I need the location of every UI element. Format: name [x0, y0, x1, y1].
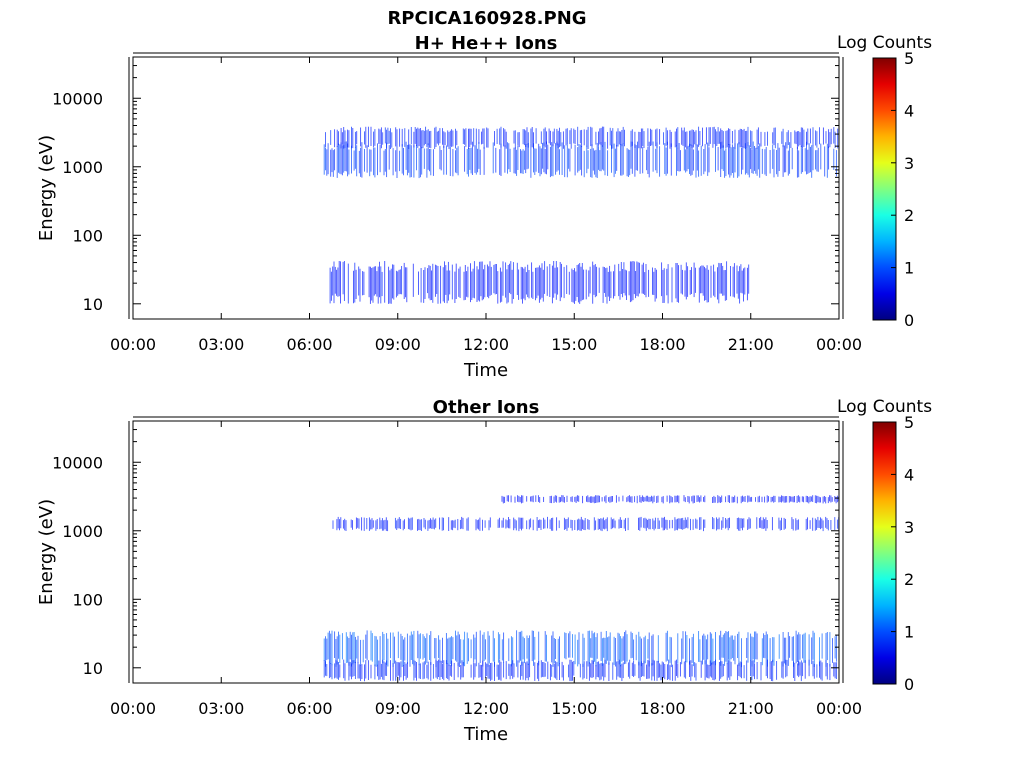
y-tick-label: 100: [72, 226, 103, 245]
x-tick-label: 03:00: [198, 335, 244, 354]
colorbar: [872, 421, 897, 685]
x-tick-label: 21:00: [728, 699, 774, 718]
colorbar-tick-label: 3: [904, 154, 914, 173]
colorbar-tick-label: 0: [904, 311, 914, 330]
y-tick-label: 10000: [52, 89, 103, 108]
x-tick-label: 09:00: [375, 699, 421, 718]
colorbar-tick-label: 4: [904, 465, 914, 484]
y-tick-label: 1000: [62, 522, 103, 541]
x-tick-label: 00:00: [816, 699, 862, 718]
y-tick-label: 10000: [52, 453, 103, 472]
figure-title: RPCICA160928.PNG: [387, 8, 586, 29]
colorbar-tick-label: 3: [904, 518, 914, 537]
colorbar-tick-label: 2: [904, 206, 914, 225]
x-tick-label: 06:00: [286, 699, 332, 718]
colorbar-tick-label: 2: [904, 570, 914, 589]
colorbar-tick-label: 5: [904, 413, 914, 432]
spectrogram-data: [323, 126, 839, 304]
y-axis-label: Energy (eV): [36, 135, 57, 241]
x-tick-label: 00:00: [816, 335, 862, 354]
x-tick-label: 18:00: [639, 335, 685, 354]
y-tick-label: 100: [72, 590, 103, 609]
x-axis-label: Time: [463, 724, 508, 745]
x-tick-label: 00:00: [110, 699, 156, 718]
colorbar-tick-label: 1: [904, 259, 914, 278]
colorbar-label: Log Counts: [837, 397, 932, 417]
plot-frame: [132, 420, 840, 684]
panel-2: Other Ions 00:00 03:00 06:00 09:00 12:00 15:00…: [36, 397, 932, 745]
x-tick-label: 12:00: [463, 335, 509, 354]
panel-title: H+ He++ Ions: [415, 33, 558, 54]
y-axis-label: Energy (eV): [36, 499, 57, 605]
y-tick-label: 10: [83, 659, 103, 678]
x-tick-label: 15:00: [551, 335, 597, 354]
panel-title: Other Ions: [433, 397, 540, 418]
x-tick-label: 15:00: [551, 699, 597, 718]
x-tick-label: 12:00: [463, 699, 509, 718]
spectrogram-data: [323, 495, 840, 682]
x-tick-label: 18:00: [639, 699, 685, 718]
y-tick-label: 10: [83, 295, 103, 314]
x-tick-label: 06:00: [286, 335, 332, 354]
x-tick-label: 00:00: [110, 335, 156, 354]
colorbar-tick-label: 1: [904, 623, 914, 642]
colorbar: [872, 57, 897, 321]
colorbar-tick-label: 4: [904, 101, 914, 120]
colorbar-tick-label: 5: [904, 49, 914, 68]
colorbar-tick-label: 0: [904, 675, 914, 694]
x-axis-label: Time: [463, 360, 508, 381]
y-tick-label: 1000: [62, 158, 103, 177]
panel-1: H+ He++ Ions 00:00 03:00 06:00 09:00 12:00 15:…: [36, 33, 932, 381]
x-tick-label: 21:00: [728, 335, 774, 354]
x-tick-label: 09:00: [375, 335, 421, 354]
x-tick-label: 03:00: [198, 699, 244, 718]
colorbar-label: Log Counts: [837, 33, 932, 53]
